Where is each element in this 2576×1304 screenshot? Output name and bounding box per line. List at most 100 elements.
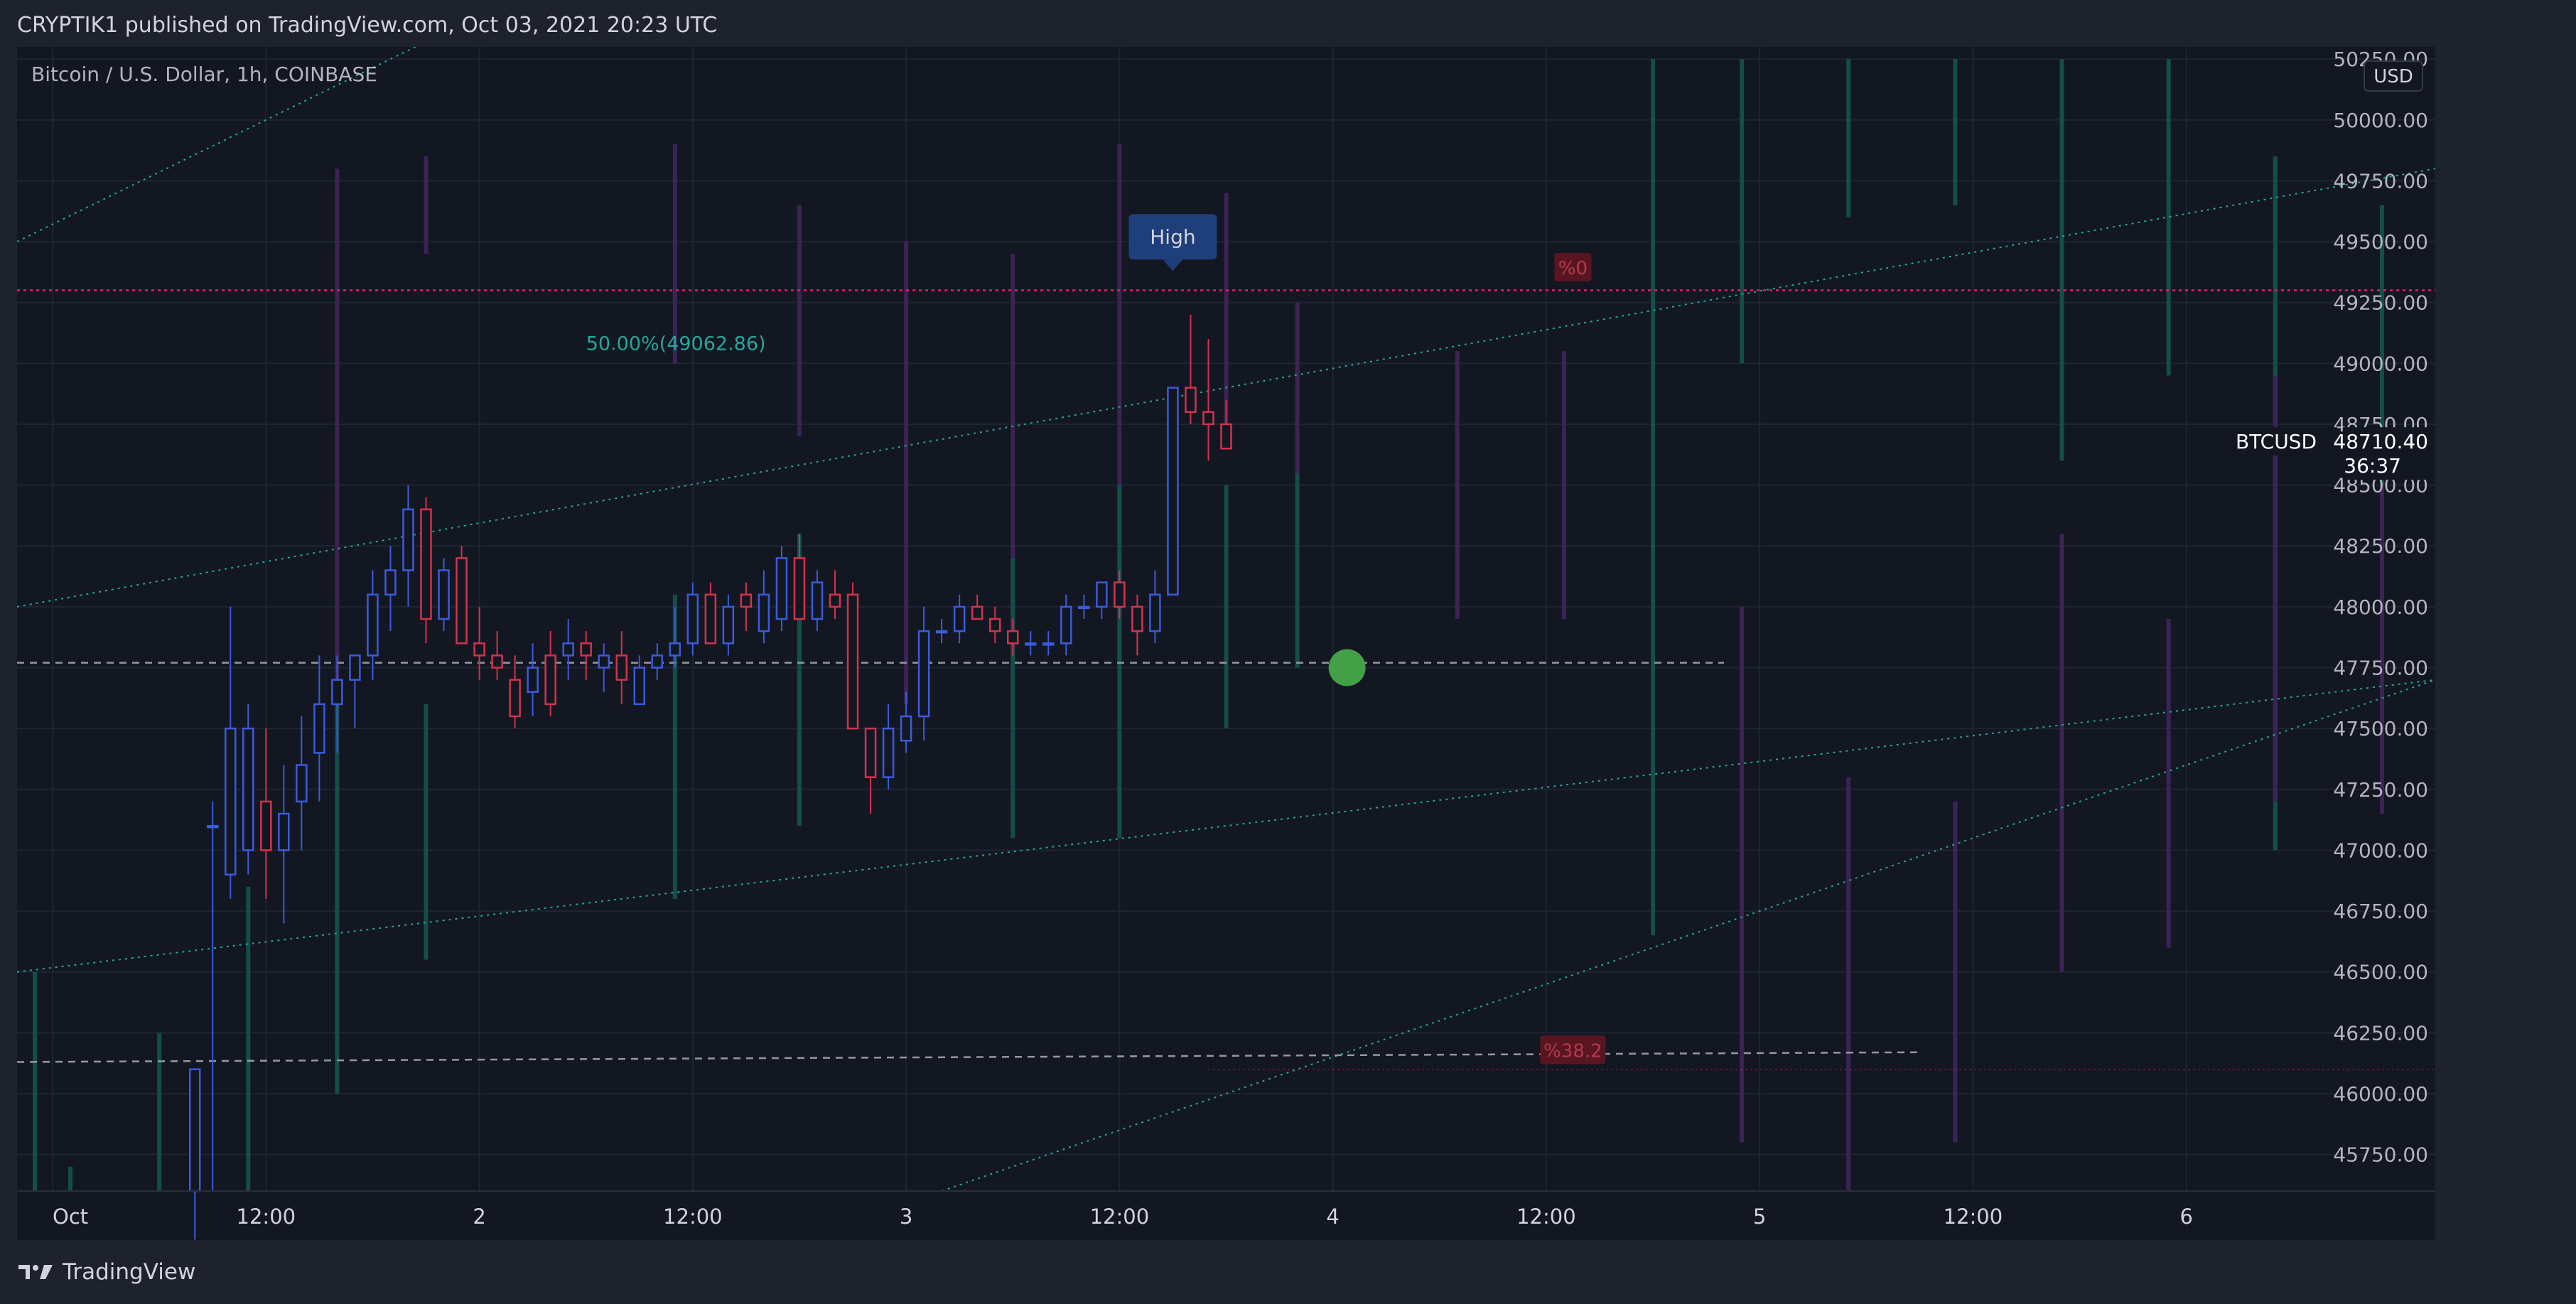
- time-tick-label: 5: [1753, 1205, 1766, 1229]
- candle-body[interactable]: [598, 654, 610, 669]
- candle-body[interactable]: [953, 605, 966, 632]
- price-tick-label: 46250.00: [2333, 1021, 2428, 1045]
- candle-body[interactable]: [313, 703, 325, 754]
- candle-body[interactable]: [829, 593, 841, 608]
- currency-label[interactable]: USD: [2373, 66, 2413, 87]
- symbol-tag: BTCUSD: [2236, 430, 2317, 453]
- high-label[interactable]: High: [1150, 225, 1195, 249]
- candle-body[interactable]: [509, 679, 521, 718]
- volume-bar: [1740, 59, 1745, 364]
- candle-body[interactable]: [651, 654, 664, 669]
- candle-body[interactable]: [722, 605, 735, 645]
- time-tick-label: 12:00: [663, 1205, 723, 1229]
- chart-svg[interactable]: High%0%38.250.00%(49062.86) 50250.005000…: [17, 47, 2435, 1240]
- candle-body[interactable]: [793, 557, 806, 620]
- volume-bar: [1117, 144, 1122, 656]
- publish-info: CRYPTIK1 published on TradingView.com, O…: [17, 13, 718, 38]
- currency-badge[interactable]: [2364, 60, 2423, 92]
- candle-body[interactable]: [988, 618, 1001, 632]
- candle-body[interactable]: [740, 593, 753, 608]
- candle-body[interactable]: [331, 679, 343, 706]
- price-tick-label: 48250.00: [2333, 534, 2428, 558]
- candle-body[interactable]: [188, 1068, 201, 1192]
- volume-bar: [672, 144, 677, 364]
- candle-body[interactable]: [296, 764, 308, 803]
- price-tick-label: 48000.00: [2333, 596, 2428, 619]
- alert-marker[interactable]: [1328, 649, 1366, 686]
- candle-body[interactable]: [1220, 423, 1232, 450]
- candle-body[interactable]: [456, 557, 468, 645]
- candle-body[interactable]: [384, 569, 397, 596]
- footer-brand[interactable]: TradingView: [17, 1258, 195, 1286]
- candle-body[interactable]: [882, 727, 895, 778]
- candle-body[interactable]: [1025, 642, 1037, 646]
- axes: 50250.0050000.0049750.0049500.0049250.00…: [17, 48, 2435, 1229]
- candle-body[interactable]: [686, 593, 699, 645]
- volume-bar: [2059, 534, 2064, 972]
- candle-body[interactable]: [1114, 581, 1126, 608]
- candle-body[interactable]: [935, 630, 948, 634]
- price-tick-label: 45750.00: [2333, 1143, 2428, 1167]
- volume-bar: [1953, 801, 1958, 1143]
- candle-body[interactable]: [775, 557, 788, 620]
- candle-body[interactable]: [1167, 387, 1179, 596]
- candle-body[interactable]: [669, 642, 681, 657]
- candle-body[interactable]: [846, 593, 859, 730]
- candle-body[interactable]: [1149, 593, 1161, 632]
- candle-body[interactable]: [420, 508, 432, 620]
- candle-body[interactable]: [971, 605, 983, 620]
- time-tick-label: 12:00: [1090, 1205, 1150, 1229]
- candle-body[interactable]: [544, 654, 556, 706]
- price-tick-label: 46750.00: [2333, 900, 2428, 923]
- candle-body[interactable]: [580, 642, 592, 657]
- candle-body[interactable]: [704, 593, 717, 645]
- candle-body[interactable]: [1202, 411, 1214, 426]
- price-tick-label: 47500.00: [2333, 717, 2428, 740]
- volume-bar: [1224, 193, 1229, 449]
- candle-body[interactable]: [260, 800, 272, 851]
- candle-body[interactable]: [1131, 605, 1143, 632]
- candle-body[interactable]: [633, 667, 646, 706]
- candle-body[interactable]: [864, 727, 877, 778]
- volume-bar: [335, 168, 340, 729]
- footer-brand-label: TradingView: [63, 1259, 196, 1285]
- candle-body[interactable]: [242, 727, 254, 851]
- candle-body[interactable]: [615, 654, 627, 681]
- candle-body[interactable]: [1078, 605, 1090, 610]
- time-tick-label: 6: [2179, 1205, 2192, 1229]
- volume-bar: [1295, 302, 1300, 607]
- candle-body[interactable]: [278, 812, 290, 851]
- volume-bar: [1295, 473, 1300, 668]
- candle-body[interactable]: [402, 508, 414, 571]
- candle-body[interactable]: [1006, 630, 1019, 645]
- candle-body[interactable]: [1060, 605, 1072, 645]
- candle-body[interactable]: [438, 569, 450, 620]
- candle-body[interactable]: [1096, 581, 1108, 608]
- volume-bar: [904, 242, 909, 704]
- chart-area[interactable]: High %0 %38.2 50.00%(49062.86) 50250.00 5000…: [17, 47, 2435, 1240]
- candle-body[interactable]: [811, 581, 824, 620]
- price-tick-label: 46000.00: [2333, 1082, 2428, 1106]
- candle-body[interactable]: [1042, 642, 1055, 646]
- candle-body[interactable]: [491, 654, 503, 669]
- dashed-level-line: [17, 1051, 1920, 1063]
- candles[interactable]: [188, 314, 1232, 1240]
- candle-body[interactable]: [225, 727, 237, 875]
- price-tick-label: 49750.00: [2333, 169, 2428, 193]
- candle-body[interactable]: [527, 667, 539, 694]
- candle-body[interactable]: [1185, 387, 1197, 414]
- volume-bar: [2059, 59, 2064, 461]
- volume-bar: [2166, 59, 2171, 376]
- time-tick-label: Oct: [53, 1205, 88, 1229]
- annotations[interactable]: High %0 %38.2 50.00%(49062.86): [586, 214, 1606, 1065]
- candle-body[interactable]: [562, 642, 574, 657]
- candle-body[interactable]: [900, 715, 912, 742]
- candle-body[interactable]: [367, 593, 379, 657]
- high-label-box[interactable]: [1128, 214, 1217, 260]
- volume-bar: [2166, 619, 2171, 948]
- candle-body[interactable]: [917, 630, 930, 718]
- candle-body[interactable]: [349, 654, 361, 681]
- candle-body[interactable]: [473, 642, 485, 657]
- candle-body[interactable]: [758, 593, 770, 632]
- candle-body[interactable]: [206, 824, 219, 829]
